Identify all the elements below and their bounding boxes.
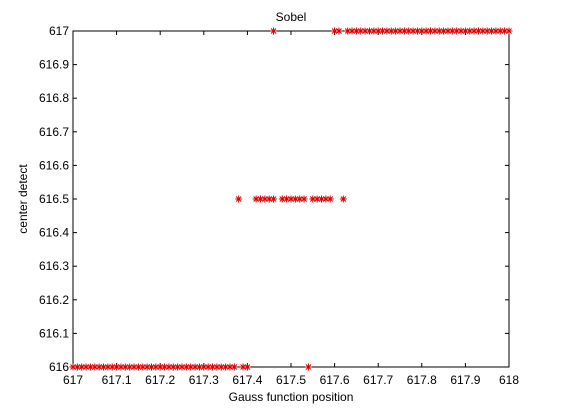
data-point-marker (270, 196, 277, 203)
x-tick-label: 617.6 (320, 373, 350, 387)
x-tick-label: 617.5 (276, 373, 306, 387)
data-point-marker (305, 364, 312, 371)
x-tick-label: 617 (63, 373, 83, 387)
data-point-marker (327, 196, 334, 203)
y-tick-label: 616.3 (39, 259, 69, 273)
data-point-marker (231, 364, 238, 371)
y-tick-label: 616.1 (39, 326, 69, 340)
y-tick-label: 616.6 (39, 158, 69, 172)
data-point-marker (340, 196, 347, 203)
y-tick-label: 617 (49, 24, 69, 38)
y-tick-label: 616.9 (39, 58, 69, 72)
x-tick-label: 617.2 (145, 373, 175, 387)
y-tick-label: 616.7 (39, 125, 69, 139)
x-tick-label: 617.1 (102, 373, 132, 387)
y-tick-label: 616 (49, 360, 69, 374)
y-axis-label: center detect (16, 164, 30, 234)
data-point-marker (235, 196, 242, 203)
data-point-marker (335, 28, 342, 35)
y-tick-label: 616.5 (39, 192, 69, 206)
x-tick-label: 618 (499, 373, 519, 387)
y-tick-label: 616.4 (39, 226, 69, 240)
x-axis-label: Gauss function position (229, 390, 354, 404)
y-tick-label: 616.2 (39, 293, 69, 307)
data-point-marker (270, 28, 277, 35)
x-tick-label: 617.8 (407, 373, 437, 387)
y-tick-label: 616.8 (39, 91, 69, 105)
data-point-marker (244, 364, 251, 371)
data-point-marker (506, 28, 513, 35)
x-tick-label: 617.7 (363, 373, 393, 387)
data-point-marker (301, 196, 308, 203)
x-tick-label: 617.4 (232, 373, 262, 387)
x-tick-label: 617.9 (450, 373, 480, 387)
chart-title: Sobel (276, 10, 307, 24)
x-tick-label: 617.3 (189, 373, 219, 387)
